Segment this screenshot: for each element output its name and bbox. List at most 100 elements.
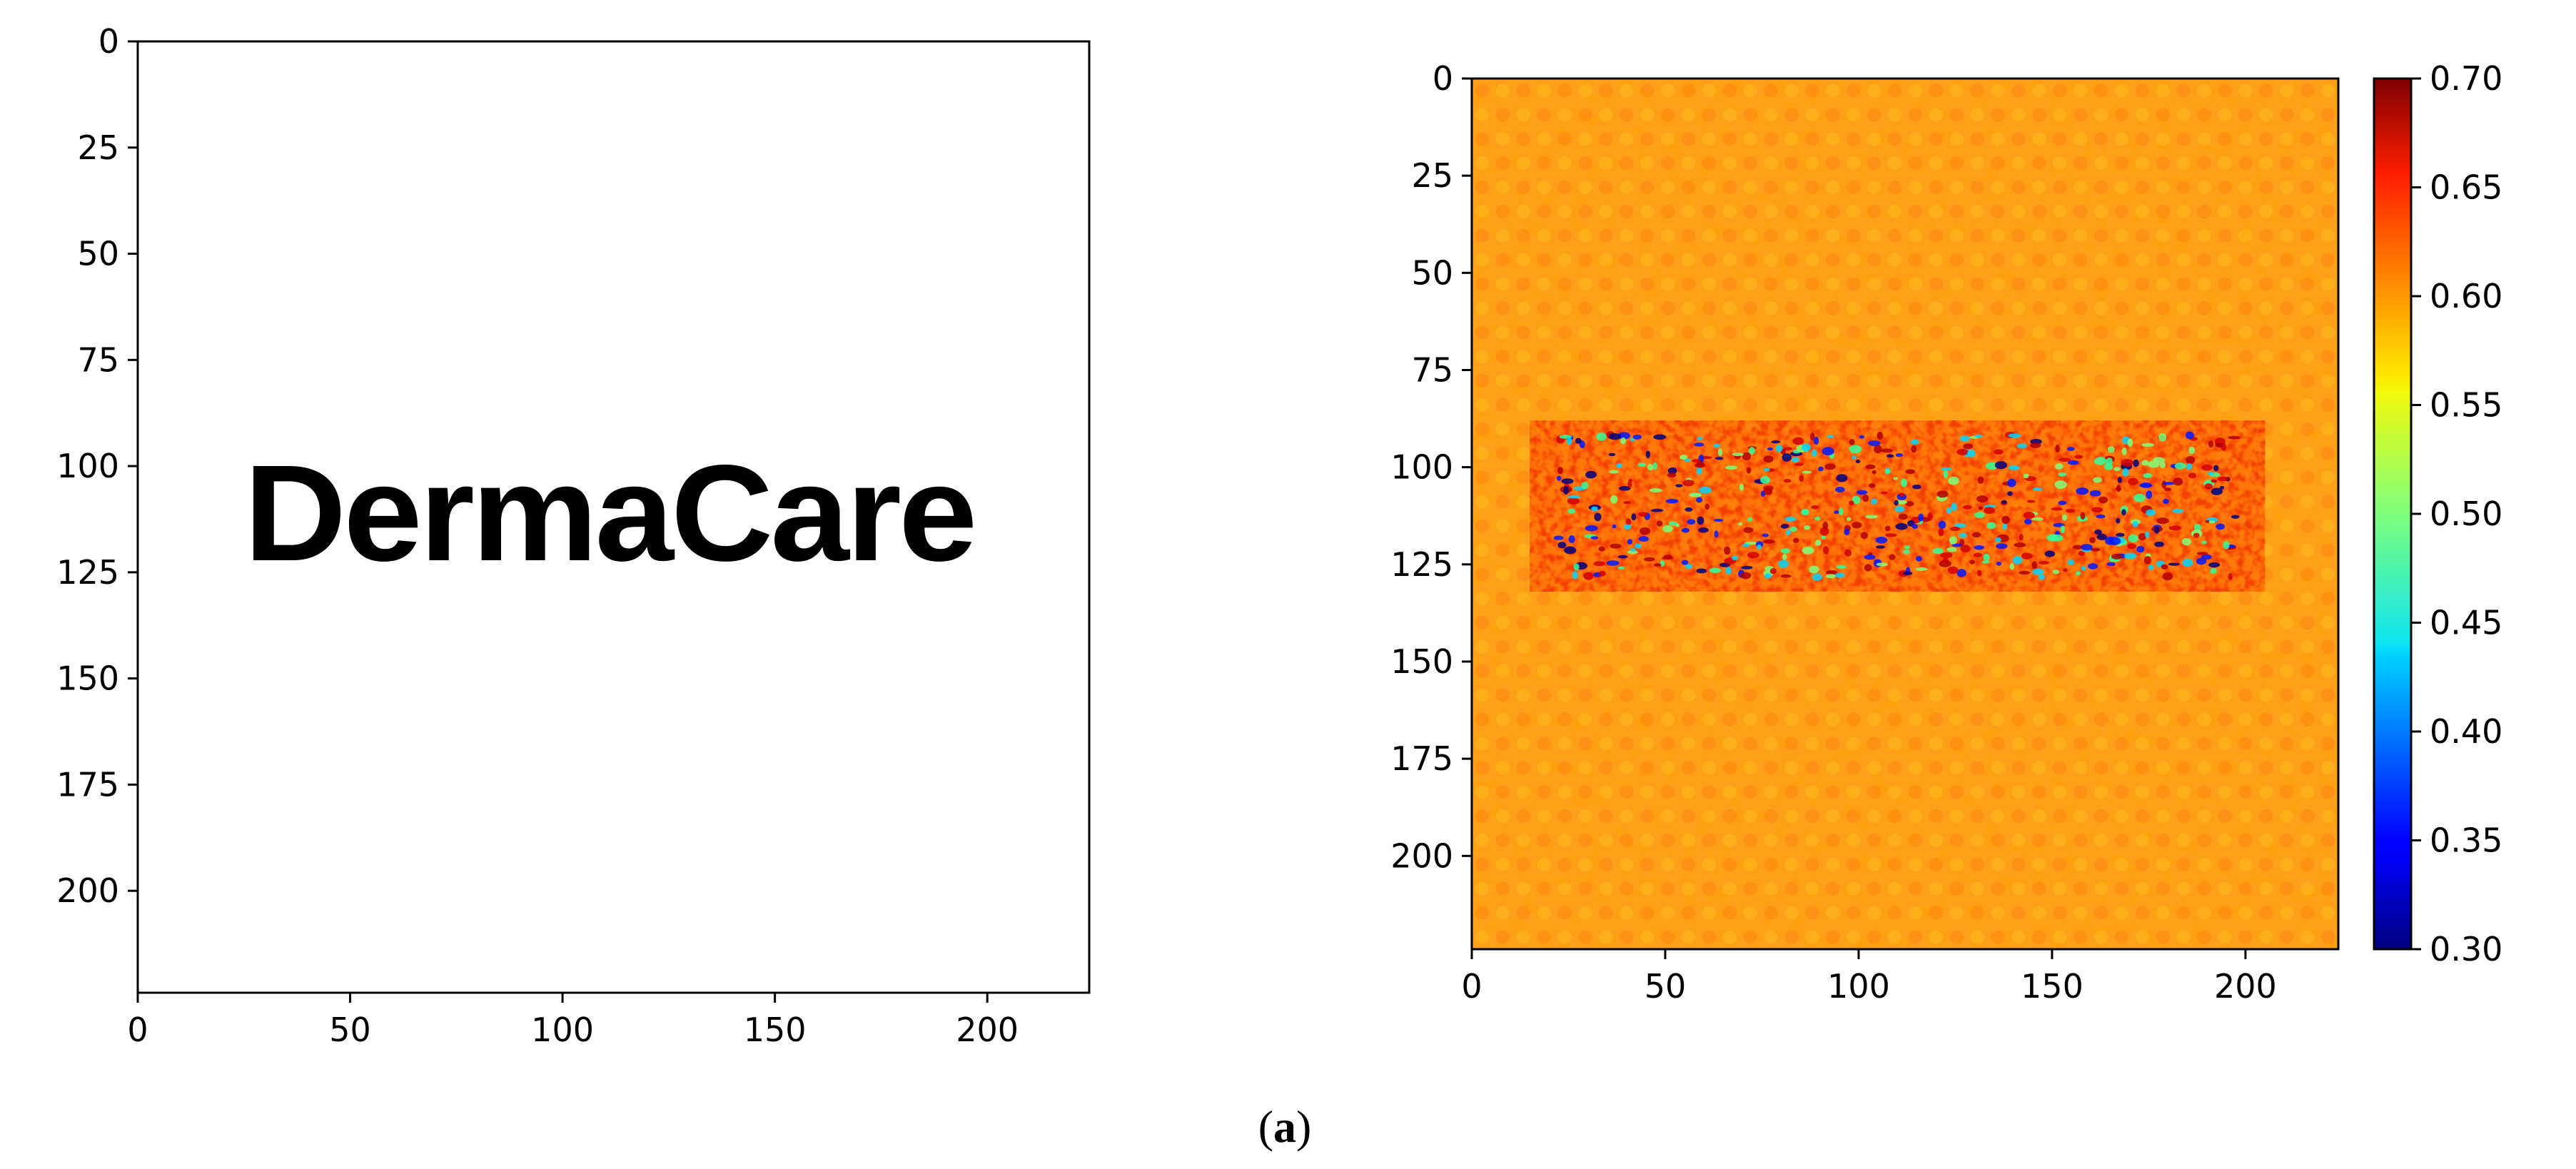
heatmap-cell: [1867, 301, 1882, 315]
heatmap-cell: [2032, 277, 2046, 291]
heatmap-cell: [1681, 761, 1696, 775]
heatmap-cell: [2093, 688, 2108, 702]
heatmap-cell: [1743, 664, 1758, 678]
heatmap-cell: [1640, 398, 1655, 412]
heatmap-cell: [1805, 277, 1819, 291]
heatmap-cell: [2176, 857, 2191, 871]
heatmap-speckle: [1620, 437, 1627, 445]
heatmap-speckle: [1631, 513, 1637, 521]
heatmap-cell: [1722, 906, 1737, 920]
heatmap-speckle: [2121, 509, 2126, 516]
heatmap-speckle: [1821, 535, 1826, 540]
heatmap-speckle: [1763, 455, 1774, 463]
heatmap-speckle: [1699, 486, 1712, 494]
heatmap-cell: [1557, 181, 1572, 194]
heatmap-cell: [1578, 277, 1592, 291]
heatmap-cell: [1640, 834, 1655, 847]
heatmap-speckle: [1763, 467, 1770, 472]
heatmap-speckle: [1905, 501, 1914, 507]
heatmap-cell: [1516, 204, 1531, 218]
heatmap-speckle: [1956, 448, 1969, 455]
heatmap-cell: [2320, 543, 2335, 557]
heatmap-speckle: [2201, 464, 2213, 471]
heatmap-cell: [1722, 374, 1737, 388]
heatmap-cell: [2300, 181, 2315, 194]
heatmap-cell: [1743, 785, 1758, 799]
heatmap-speckle: [2032, 487, 2043, 492]
heatmap-cell: [2320, 761, 2335, 775]
heatmap-cell: [1908, 132, 1923, 146]
heatmap-cell: [2156, 785, 2171, 799]
heatmap-speckle: [1556, 475, 1562, 481]
heatmap-cell: [1867, 253, 1882, 267]
heatmap-cell: [2320, 253, 2335, 267]
heatmap-cell: [1578, 132, 1592, 146]
heatmap-cell: [2259, 761, 2273, 775]
heatmap-cell: [2114, 616, 2129, 629]
heatmap-cell: [1929, 737, 1944, 751]
heatmap-cell: [1495, 301, 1510, 315]
heatmap-cell: [1516, 543, 1531, 557]
heatmap-cell: [1516, 567, 1531, 582]
heatmap-cell: [1846, 664, 1861, 678]
heatmap-cell: [1640, 857, 1655, 871]
heatmap-speckle: [2174, 462, 2186, 470]
heatmap-cell: [1743, 834, 1758, 847]
heatmap-speckle: [1918, 513, 1924, 522]
heatmap-cell: [1599, 664, 1613, 678]
heatmap-cell: [1702, 277, 1717, 291]
heatmap-cell: [1991, 350, 2005, 364]
heatmap-speckle: [1652, 462, 1658, 470]
heatmap-cell: [1537, 761, 1551, 775]
caption-letter: a: [1273, 1101, 1296, 1152]
heatmap-cell: [1887, 906, 1902, 920]
heatmap-cell: [1743, 84, 1758, 98]
heatmap-cell: [1475, 543, 1490, 557]
heatmap-speckle: [1956, 569, 1966, 577]
heatmap-speckle: [2228, 435, 2241, 440]
heatmap-cell: [1970, 108, 1984, 122]
heatmap-cell: [2259, 84, 2273, 98]
heatmap-speckle: [2076, 487, 2089, 495]
heatmap-cell: [2032, 228, 2046, 243]
heatmap-speckle: [1612, 524, 1617, 529]
heatmap-cell: [1516, 325, 1531, 340]
heatmap-cell: [2073, 592, 2088, 606]
heatmap-cell: [1743, 881, 1758, 896]
heatmap-cell: [2218, 592, 2232, 606]
heatmap-cell: [1660, 737, 1675, 751]
caption-open: (: [1258, 1101, 1273, 1152]
heatmap-cell: [2011, 834, 2026, 847]
heatmap-cell: [2052, 664, 2067, 678]
heatmap-cell: [2052, 592, 2067, 606]
heatmap-cell: [2176, 84, 2191, 98]
heatmap-cell: [2032, 181, 2046, 194]
heatmap-cell: [2320, 712, 2335, 727]
heatmap-cell: [1805, 350, 1819, 364]
heatmap-cell: [1702, 132, 1717, 146]
heatmap-cell: [2114, 857, 2129, 871]
heatmap-cell: [2156, 181, 2171, 194]
heatmap-cell: [1722, 857, 1737, 871]
heatmap-cell: [1826, 374, 1840, 388]
heatmap-cell: [2135, 834, 2150, 847]
heatmap-cell: [2300, 301, 2315, 315]
heatmap-cell: [1743, 857, 1758, 871]
heatmap-cell: [2073, 277, 2088, 291]
right-x-tick-label: 200: [2214, 967, 2277, 1006]
heatmap-speckle: [1704, 503, 1709, 510]
heatmap-cell: [2218, 253, 2232, 267]
heatmap-cell: [2320, 301, 2335, 315]
heatmap-speckle: [2073, 545, 2083, 550]
heatmap-cell: [1722, 688, 1737, 702]
heatmap-cell: [1949, 253, 1964, 267]
heatmap-cell: [2279, 470, 2294, 485]
heatmap-cell: [1722, 785, 1737, 799]
heatmap-speckle: [1764, 573, 1772, 579]
heatmap-cell: [2197, 253, 2211, 267]
heatmap-cell: [1805, 84, 1819, 98]
heatmap-cell: [1516, 930, 1531, 944]
heatmap-cell: [2032, 350, 2046, 364]
right-x-tick-label: 0: [1461, 967, 1482, 1006]
heatmap-cell: [2218, 108, 2232, 122]
